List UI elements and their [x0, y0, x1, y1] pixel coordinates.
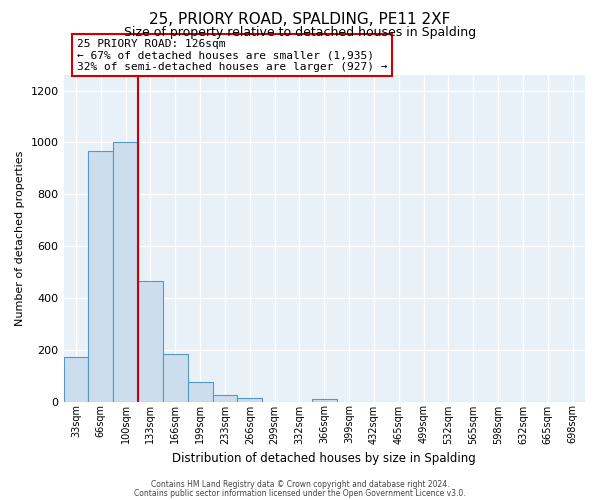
Bar	[138, 281, 163, 402]
Text: 25, PRIORY ROAD, SPALDING, PE11 2XF: 25, PRIORY ROAD, SPALDING, PE11 2XF	[149, 12, 451, 28]
Bar	[163, 354, 188, 402]
Text: Size of property relative to detached houses in Spalding: Size of property relative to detached ho…	[124, 26, 476, 39]
Y-axis label: Number of detached properties: Number of detached properties	[15, 150, 25, 326]
Bar	[312, 399, 337, 402]
Bar	[212, 395, 238, 402]
Bar	[188, 382, 212, 402]
Bar	[113, 142, 138, 402]
X-axis label: Distribution of detached houses by size in Spalding: Distribution of detached houses by size …	[172, 452, 476, 465]
Bar	[64, 358, 88, 402]
Text: 25 PRIORY ROAD: 126sqm
← 67% of detached houses are smaller (1,935)
32% of semi-: 25 PRIORY ROAD: 126sqm ← 67% of detached…	[77, 38, 387, 72]
Bar	[238, 398, 262, 402]
Text: Contains public sector information licensed under the Open Government Licence v3: Contains public sector information licen…	[134, 488, 466, 498]
Bar	[88, 152, 113, 402]
Text: Contains HM Land Registry data © Crown copyright and database right 2024.: Contains HM Land Registry data © Crown c…	[151, 480, 449, 489]
